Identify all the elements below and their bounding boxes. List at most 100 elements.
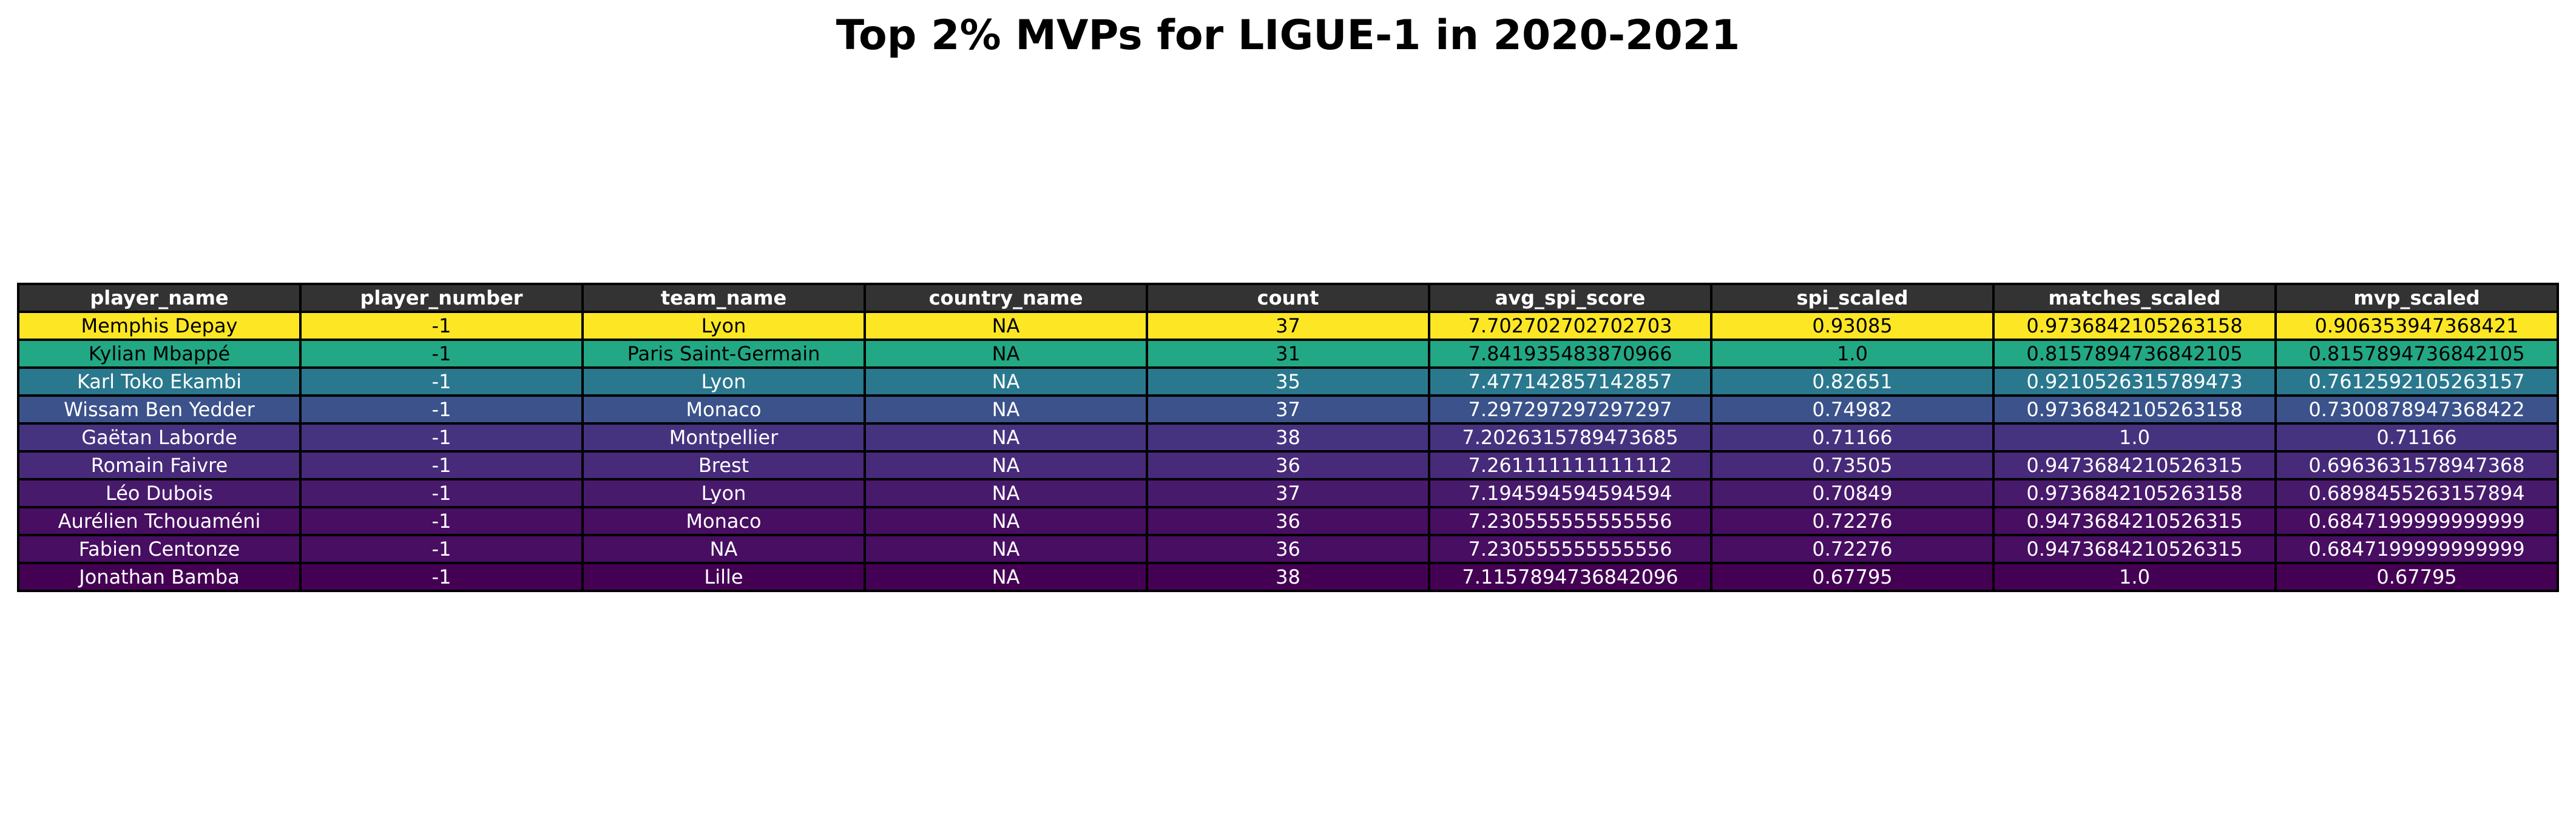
column-header-player-number: player_number bbox=[299, 283, 584, 313]
table-cell-player-name: Jonathan Bamba bbox=[17, 562, 302, 592]
table-cell-count: 31 bbox=[1146, 339, 1430, 369]
table-cell-count: 36 bbox=[1146, 506, 1430, 536]
table-cell-count: 38 bbox=[1146, 562, 1430, 592]
table-row: Fabien Centonze -1 NA NA 36 7.230555555555556… bbox=[17, 534, 2559, 564]
table-cell-matches-scaled: 0.9736842105263158 bbox=[1992, 394, 2277, 425]
table-cell-count: 35 bbox=[1146, 366, 1430, 397]
column-header-spi-scaled: spi_scaled bbox=[1710, 283, 1995, 313]
table-cell-player-name: Karl Toko Ekambi bbox=[17, 366, 302, 397]
table-cell-team-name: Monaco bbox=[581, 394, 866, 425]
table-cell-player-number: -1 bbox=[299, 506, 584, 536]
table-cell-spi-scaled: 0.74982 bbox=[1710, 394, 1995, 425]
table-cell-spi-scaled: 0.93085 bbox=[1710, 311, 1995, 341]
table-cell-player-name: Gaëtan Laborde bbox=[17, 422, 302, 453]
table-cell-mvp-scaled: 0.67795 bbox=[2274, 562, 2559, 592]
table-cell-team-name: Lyon bbox=[581, 478, 866, 508]
table-cell-mvp-scaled: 0.8157894736842105 bbox=[2274, 339, 2559, 369]
table-cell-matches-scaled: 1.0 bbox=[1992, 422, 2277, 453]
table-cell-matches-scaled: 0.9473684210526315 bbox=[1992, 506, 2277, 536]
table-row: Léo Dubois -1 Lyon NA 37 7.194594594594594 0.7… bbox=[17, 478, 2559, 508]
table-row: Jonathan Bamba -1 Lille NA 38 7.1157894736842… bbox=[17, 562, 2559, 592]
table-cell-count: 37 bbox=[1146, 394, 1430, 425]
table-row: Wissam Ben Yedder -1 Monaco NA 37 7.297297297… bbox=[17, 394, 2559, 425]
table-cell-country-name: NA bbox=[864, 506, 1148, 536]
table-cell-player-number: -1 bbox=[299, 534, 584, 564]
table-cell-matches-scaled: 0.8157894736842105 bbox=[1992, 339, 2277, 369]
table-cell-avg-spi-score: 7.261111111111112 bbox=[1428, 450, 1712, 480]
table-cell-country-name: NA bbox=[864, 534, 1148, 564]
table-cell-avg-spi-score: 7.702702702702703 bbox=[1428, 311, 1712, 341]
table-cell-avg-spi-score: 7.194594594594594 bbox=[1428, 478, 1712, 508]
table-cell-country-name: NA bbox=[864, 394, 1148, 425]
table-cell-mvp-scaled: 0.7300878947368422 bbox=[2274, 394, 2559, 425]
table-cell-spi-scaled: 0.67795 bbox=[1710, 562, 1995, 592]
table-row: Karl Toko Ekambi -1 Lyon NA 35 7.477142857142… bbox=[17, 366, 2559, 397]
table-cell-count: 38 bbox=[1146, 422, 1430, 453]
table-cell-spi-scaled: 0.71166 bbox=[1710, 422, 1995, 453]
table-cell-mvp-scaled: 0.906353947368421 bbox=[2274, 311, 2559, 341]
mvp-table: player_name player_number team_name country… bbox=[17, 283, 2559, 592]
table-cell-matches-scaled: 0.9473684210526315 bbox=[1992, 534, 2277, 564]
table-cell-country-name: NA bbox=[864, 366, 1148, 397]
header-row: player_name player_number team_name country… bbox=[17, 283, 2559, 313]
table-cell-player-name: Memphis Depay bbox=[17, 311, 302, 341]
column-header-player-name: player_name bbox=[17, 283, 302, 313]
table-row: Aurélien Tchouaméni -1 Monaco NA 36 7.2305555… bbox=[17, 506, 2559, 536]
table-cell-team-name: Lyon bbox=[581, 311, 866, 341]
table-cell-spi-scaled: 0.73505 bbox=[1710, 450, 1995, 480]
table-cell-team-name: Montpellier bbox=[581, 422, 866, 453]
table-cell-avg-spi-score: 7.477142857142857 bbox=[1428, 366, 1712, 397]
table-cell-avg-spi-score: 7.297297297297297 bbox=[1428, 394, 1712, 425]
table-cell-matches-scaled: 1.0 bbox=[1992, 562, 2277, 592]
table-cell-avg-spi-score: 7.230555555555556 bbox=[1428, 534, 1712, 564]
table-cell-player-name: Romain Faivre bbox=[17, 450, 302, 480]
table-cell-spi-scaled: 0.70849 bbox=[1710, 478, 1995, 508]
column-header-team-name: team_name bbox=[581, 283, 866, 313]
table-cell-country-name: NA bbox=[864, 478, 1148, 508]
table-cell-team-name: Brest bbox=[581, 450, 866, 480]
table-cell-matches-scaled: 0.9736842105263158 bbox=[1992, 478, 2277, 508]
table-cell-mvp-scaled: 0.7612592105263157 bbox=[2274, 366, 2559, 397]
column-header-avg-spi-score: avg_spi_score bbox=[1428, 283, 1712, 313]
table-cell-country-name: NA bbox=[864, 562, 1148, 592]
table-cell-player-number: -1 bbox=[299, 366, 584, 397]
table-cell-player-name: Léo Dubois bbox=[17, 478, 302, 508]
table-cell-mvp-scaled: 0.6898455263157894 bbox=[2274, 478, 2559, 508]
table-cell-spi-scaled: 0.82651 bbox=[1710, 366, 1995, 397]
table-cell-mvp-scaled: 0.6847199999999999 bbox=[2274, 534, 2559, 564]
table-cell-count: 36 bbox=[1146, 534, 1430, 564]
column-header-matches-scaled: matches_scaled bbox=[1992, 283, 2277, 313]
table-cell-player-name: Kylian Mbappé bbox=[17, 339, 302, 369]
table-row: Kylian Mbappé -1 Paris Saint-Germain NA 31 7.… bbox=[17, 339, 2559, 369]
table-cell-player-number: -1 bbox=[299, 339, 584, 369]
table-row: Romain Faivre -1 Brest NA 36 7.26111111111111… bbox=[17, 450, 2559, 480]
table-cell-avg-spi-score: 7.230555555555556 bbox=[1428, 506, 1712, 536]
table-cell-team-name: Lille bbox=[581, 562, 866, 592]
table-cell-country-name: NA bbox=[864, 422, 1148, 453]
table-cell-count: 37 bbox=[1146, 311, 1430, 341]
table-cell-team-name: NA bbox=[581, 534, 866, 564]
table-cell-country-name: NA bbox=[864, 450, 1148, 480]
table-cell-player-number: -1 bbox=[299, 450, 584, 480]
table-cell-spi-scaled: 1.0 bbox=[1710, 339, 1995, 369]
table-cell-spi-scaled: 0.72276 bbox=[1710, 506, 1995, 536]
table-cell-mvp-scaled: 0.6847199999999999 bbox=[2274, 506, 2559, 536]
table-cell-player-name: Wissam Ben Yedder bbox=[17, 394, 302, 425]
table-cell-avg-spi-score: 7.1157894736842096 bbox=[1428, 562, 1712, 592]
table-cell-country-name: NA bbox=[864, 311, 1148, 341]
table-cell-avg-spi-score: 7.2026315789473685 bbox=[1428, 422, 1712, 453]
table-cell-matches-scaled: 0.9473684210526315 bbox=[1992, 450, 2277, 480]
table-cell-player-name: Aurélien Tchouaméni bbox=[17, 506, 302, 536]
table-cell-player-number: -1 bbox=[299, 311, 584, 341]
table-cell-count: 36 bbox=[1146, 450, 1430, 480]
table-cell-spi-scaled: 0.72276 bbox=[1710, 534, 1995, 564]
table-cell-count: 37 bbox=[1146, 478, 1430, 508]
table-cell-team-name: Lyon bbox=[581, 366, 866, 397]
table-row: Memphis Depay -1 Lyon NA 37 7.702702702702703… bbox=[17, 311, 2559, 341]
table-cell-player-name: Fabien Centonze bbox=[17, 534, 302, 564]
table-cell-mvp-scaled: 0.6963631578947368 bbox=[2274, 450, 2559, 480]
column-header-country-name: country_name bbox=[864, 283, 1148, 313]
table-cell-player-number: -1 bbox=[299, 422, 584, 453]
column-header-mvp-scaled: mvp_scaled bbox=[2274, 283, 2559, 313]
table-body: Memphis Depay -1 Lyon NA 37 7.702702702702703… bbox=[17, 311, 2559, 592]
